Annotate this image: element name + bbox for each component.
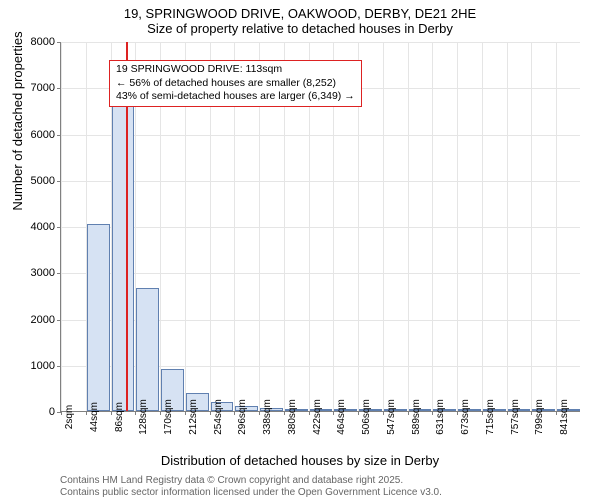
y-tick-label: 2000 (5, 314, 55, 326)
histogram-bar (136, 288, 159, 411)
footer-license: Contains public sector information licen… (60, 487, 442, 498)
x-tick-label: 296sqm (237, 399, 248, 435)
x-tick-label: 254sqm (213, 399, 224, 435)
x-tick-mark (507, 411, 508, 415)
x-tick-mark (234, 411, 235, 415)
y-tick-label: 8000 (5, 36, 55, 48)
x-tick-label: 44sqm (89, 402, 100, 432)
x-tick-mark (86, 411, 87, 415)
x-tick-label: 506sqm (361, 399, 372, 435)
y-tick-label: 7000 (5, 82, 55, 94)
x-tick-mark (556, 411, 557, 415)
x-tick-mark (432, 411, 433, 415)
grid-line-h (61, 227, 580, 228)
x-tick-label: 547sqm (386, 399, 397, 435)
chart-title-address: 19, SPRINGWOOD DRIVE, OAKWOOD, DERBY, DE… (0, 0, 600, 21)
annotation-line: ← 56% of detached houses are smaller (8,… (116, 77, 355, 91)
grid-line-v (556, 42, 557, 411)
annotation-line: 43% of semi-detached houses are larger (… (116, 90, 355, 104)
x-tick-label: 338sqm (262, 399, 273, 435)
annotation-line: 19 SPRINGWOOD DRIVE: 113sqm (116, 63, 355, 77)
x-tick-mark (309, 411, 310, 415)
x-tick-label: 673sqm (460, 399, 471, 435)
x-tick-mark (531, 411, 532, 415)
x-tick-label: 2sqm (64, 405, 75, 429)
grid-line-v (531, 42, 532, 411)
grid-line-v (432, 42, 433, 411)
grid-line-v (457, 42, 458, 411)
x-tick-mark (383, 411, 384, 415)
x-tick-label: 715sqm (485, 399, 496, 435)
grid-line-h (61, 181, 580, 182)
histogram-bar (112, 103, 135, 411)
y-tick-label: 4000 (5, 221, 55, 233)
x-tick-mark (358, 411, 359, 415)
x-axis-label: Distribution of detached houses by size … (0, 453, 600, 468)
x-tick-mark (210, 411, 211, 415)
x-tick-label: 128sqm (138, 399, 149, 435)
x-tick-label: 380sqm (287, 399, 298, 435)
x-tick-mark (185, 411, 186, 415)
grid-line-h (61, 42, 580, 43)
footer-copyright: Contains HM Land Registry data © Crown c… (60, 475, 403, 486)
x-tick-label: 841sqm (559, 399, 570, 435)
y-tick-label: 3000 (5, 267, 55, 279)
grid-line-h (61, 135, 580, 136)
x-tick-mark (135, 411, 136, 415)
grid-line-h (61, 273, 580, 274)
y-tick-label: 0 (5, 406, 55, 418)
x-tick-mark (408, 411, 409, 415)
annotation-box: 19 SPRINGWOOD DRIVE: 113sqm← 56% of deta… (109, 60, 362, 107)
x-tick-label: 464sqm (336, 399, 347, 435)
x-tick-label: 799sqm (534, 399, 545, 435)
x-tick-mark (259, 411, 260, 415)
y-tick-label: 6000 (5, 129, 55, 141)
x-tick-label: 212sqm (188, 399, 199, 435)
x-tick-label: 86sqm (114, 402, 125, 432)
chart-container: 19, SPRINGWOOD DRIVE, OAKWOOD, DERBY, DE… (0, 0, 600, 500)
x-tick-mark (457, 411, 458, 415)
y-tick-label: 5000 (5, 175, 55, 187)
x-tick-mark (333, 411, 334, 415)
x-tick-mark (284, 411, 285, 415)
x-tick-mark (160, 411, 161, 415)
x-tick-mark (111, 411, 112, 415)
histogram-bar (87, 224, 110, 411)
x-tick-label: 589sqm (411, 399, 422, 435)
x-tick-label: 757sqm (510, 399, 521, 435)
x-tick-label: 170sqm (163, 399, 174, 435)
grid-line-v (482, 42, 483, 411)
y-tick-label: 1000 (5, 360, 55, 372)
x-tick-mark (482, 411, 483, 415)
grid-line-v (61, 42, 62, 411)
grid-line-v (507, 42, 508, 411)
chart-subtitle: Size of property relative to detached ho… (0, 21, 600, 40)
grid-line-v (408, 42, 409, 411)
x-tick-label: 631sqm (435, 399, 446, 435)
grid-line-v (383, 42, 384, 411)
x-tick-mark (61, 411, 62, 415)
plot-area: 0100020003000400050006000700080002sqm44s… (60, 42, 580, 412)
x-tick-label: 422sqm (312, 399, 323, 435)
